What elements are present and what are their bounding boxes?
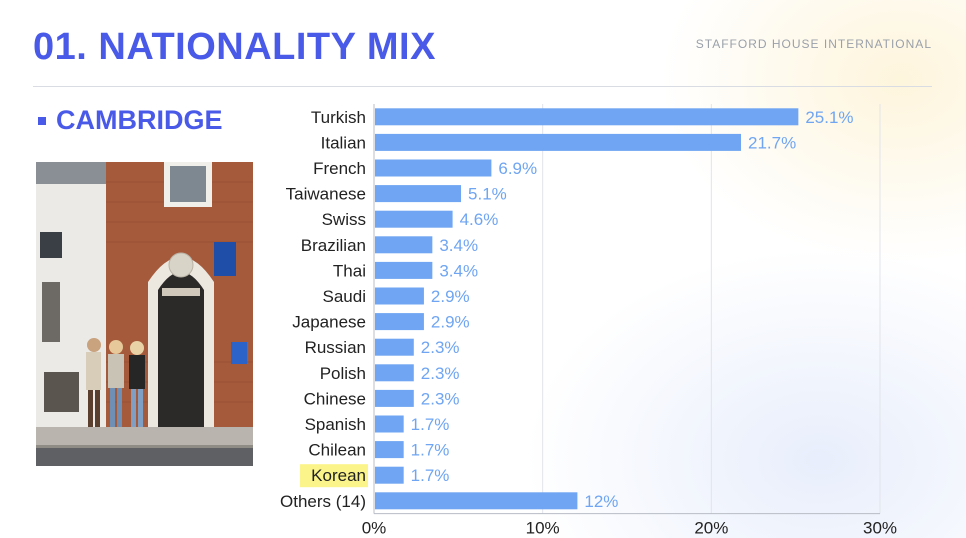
bar-saudi bbox=[375, 287, 424, 305]
page-title: 01. NATIONALITY MIX bbox=[33, 26, 436, 68]
bar-korean bbox=[375, 466, 404, 484]
bar-spanish bbox=[375, 415, 404, 433]
category-label: French bbox=[313, 159, 366, 178]
category-label: Russian bbox=[305, 338, 366, 357]
x-tick-label: 30% bbox=[863, 519, 897, 536]
category-label: Turkish bbox=[311, 108, 366, 127]
campus-name: CAMBRIDGE bbox=[56, 105, 223, 135]
x-tick-label: 0% bbox=[362, 519, 387, 536]
bar-russian bbox=[375, 338, 414, 356]
category-label: Brazilian bbox=[301, 236, 366, 255]
nationality-bar-chart: 0% 10% 20% 30% Turkish 25.1% Italian 21.7% Frenc… bbox=[280, 104, 897, 536]
data-label: 4.6% bbox=[460, 210, 499, 229]
campus-heading: CAMBRIDGE bbox=[38, 105, 223, 136]
data-label: 12% bbox=[584, 492, 618, 511]
data-label: 1.7% bbox=[411, 415, 450, 434]
x-tick-label: 20% bbox=[694, 519, 728, 536]
x-tick-label: 10% bbox=[526, 519, 560, 536]
bar-turkish bbox=[375, 108, 799, 126]
category-label: Spanish bbox=[305, 415, 366, 434]
brand-name: STAFFORD HOUSE INTERNATIONAL bbox=[695, 37, 932, 51]
bar-thai bbox=[375, 261, 433, 279]
category-label: Japanese bbox=[292, 313, 366, 332]
bar-brazilian bbox=[375, 236, 433, 254]
category-label: Thai bbox=[333, 261, 366, 280]
data-label: 2.9% bbox=[431, 287, 470, 306]
data-label: 25.1% bbox=[805, 108, 853, 127]
bar-taiwanese bbox=[375, 185, 462, 203]
category-label: Italian bbox=[321, 133, 366, 152]
category-label: Korean bbox=[311, 466, 366, 485]
category-label: Swiss bbox=[322, 210, 366, 229]
campus-photo bbox=[36, 162, 253, 466]
data-label: 2.3% bbox=[421, 364, 460, 383]
bar-french bbox=[375, 159, 492, 177]
data-label: 6.9% bbox=[498, 159, 537, 178]
bar-swiss bbox=[375, 210, 453, 228]
chart-labels: 0% 10% 20% 30% Turkish 25.1% Italian 21.7% Frenc… bbox=[280, 108, 897, 536]
data-label: 1.7% bbox=[411, 441, 450, 460]
bar-polish bbox=[375, 364, 414, 382]
bar-italian bbox=[375, 133, 742, 151]
category-label: Others (14) bbox=[280, 492, 366, 511]
data-label: 2.3% bbox=[421, 338, 460, 357]
bullet-icon bbox=[38, 116, 46, 125]
data-label: 2.9% bbox=[431, 313, 470, 332]
category-highlight bbox=[300, 464, 368, 488]
header-divider bbox=[33, 86, 932, 87]
chart-grid bbox=[542, 104, 881, 514]
bar-others-14 bbox=[375, 492, 578, 510]
data-label: 5.1% bbox=[468, 185, 507, 204]
chart-bars bbox=[375, 108, 799, 510]
bar-japanese bbox=[375, 313, 424, 331]
bar-chilean bbox=[375, 441, 404, 459]
campus-photo-illustration bbox=[36, 162, 253, 466]
category-label: Polish bbox=[320, 364, 366, 383]
data-label: 1.7% bbox=[411, 466, 450, 485]
category-label: Chinese bbox=[304, 389, 366, 408]
data-label: 3.4% bbox=[439, 236, 478, 255]
category-label: Chilean bbox=[308, 441, 366, 460]
data-label: 2.3% bbox=[421, 389, 460, 408]
bar-chinese bbox=[375, 389, 414, 407]
data-label: 21.7% bbox=[748, 133, 796, 152]
data-label: 3.4% bbox=[439, 261, 478, 280]
category-label: Saudi bbox=[323, 287, 366, 306]
category-label: Taiwanese bbox=[286, 185, 366, 204]
